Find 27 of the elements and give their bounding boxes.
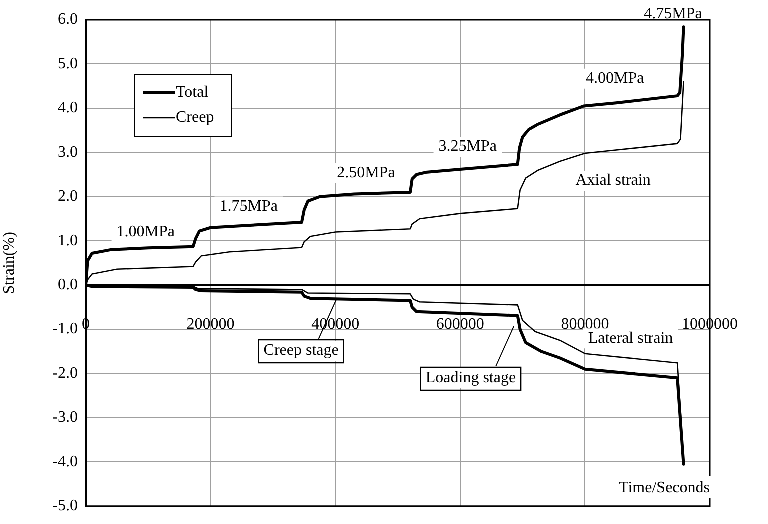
annotation: 3.25MPa [438,138,498,156]
annotation: 2.50MPa [337,164,396,182]
y-tick-label: 3.0 [58,144,78,161]
y-tick-label: -4.0 [52,453,78,470]
y-tick-label: 4.0 [58,100,78,117]
annotation: Loading stage [426,370,516,387]
x-axis-title: Time/Seconds [619,480,710,497]
annotation: Axial strain [576,172,651,190]
x-tick-label: 200000 [186,316,235,334]
y-tick-label: 5.0 [58,55,78,72]
annotation: 1.75MPa [220,198,278,215]
y-tick-label: -3.0 [52,409,78,426]
y-tick-label: 0.0 [58,276,78,294]
annotation: 1.00MPa [116,223,176,240]
y-tick-label: 6.0 [58,11,78,28]
y-axis-title: Strain(%) [0,232,18,294]
y-tick-label: -1.0 [52,320,78,338]
legend-label: Total [176,84,210,102]
annotation: Creep stage [264,342,339,360]
y-tick-label: -2.0 [52,364,78,382]
y-tick-label: 1.0 [58,232,78,250]
annotation: 4.75MPa [644,5,702,22]
y-tick-label: 2.0 [58,188,78,206]
y-tick-label: -5.0 [52,498,78,515]
annotation: 4.00MPa [586,70,644,88]
legend-label: Creep [176,109,214,126]
x-tick-label: 600000 [436,316,484,334]
